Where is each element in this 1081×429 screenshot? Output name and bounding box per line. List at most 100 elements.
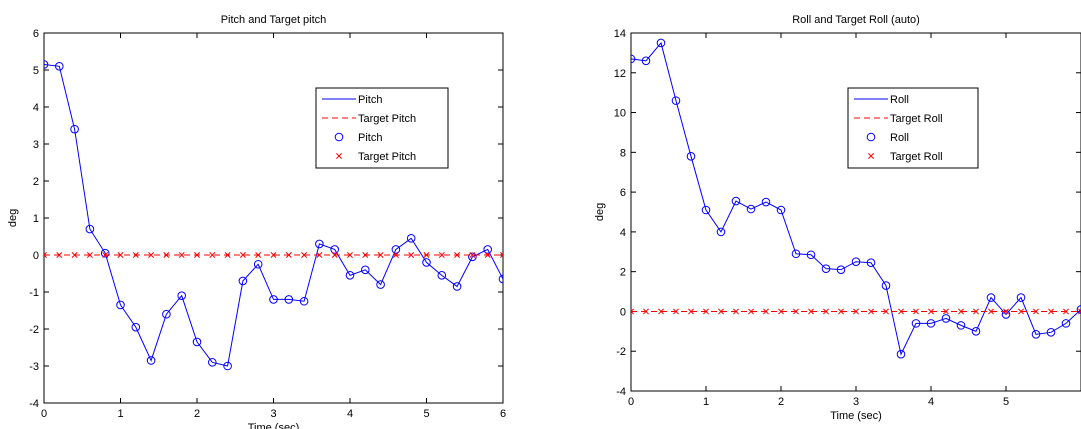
data-layer	[631, 38, 1081, 359]
y-axis-label: deg	[7, 209, 19, 227]
data-point	[423, 252, 430, 258]
x-tick-label: 4	[347, 408, 353, 420]
data-point	[776, 205, 786, 215]
data-point	[469, 252, 476, 258]
data-point	[761, 197, 771, 207]
data-point	[851, 257, 861, 267]
data-point	[299, 296, 309, 306]
data-point	[718, 308, 724, 315]
legend-label: Target Pitch	[358, 151, 416, 163]
data-point	[1048, 308, 1054, 315]
data-point	[454, 252, 461, 258]
data-point	[209, 252, 216, 258]
y-axis-label: deg	[594, 203, 606, 221]
data-point	[791, 249, 801, 259]
x-tick-label: 1	[703, 396, 709, 408]
data-point	[284, 295, 294, 304]
y-tick-label: 6	[620, 187, 626, 199]
x-tick-label: 3	[270, 408, 276, 420]
legend-marker-swatch	[334, 132, 344, 142]
data-point	[437, 271, 447, 280]
data-point	[836, 265, 846, 274]
data-point	[408, 252, 415, 258]
data-point	[483, 245, 493, 254]
y-tick-label: 5	[33, 65, 39, 77]
data-point	[102, 252, 109, 258]
data-point	[44, 60, 49, 69]
data-point	[1078, 308, 1081, 315]
data-point	[132, 252, 139, 258]
data-point	[1063, 308, 1069, 315]
x-tick-label: 2	[778, 396, 784, 408]
legend-label: Pitch	[358, 132, 382, 144]
x-tick-label: 3	[853, 396, 859, 408]
data-point	[468, 252, 477, 262]
data-point	[146, 356, 156, 365]
y-tick-label: 8	[620, 147, 626, 159]
data-point	[70, 124, 79, 134]
y-tick-label: 10	[614, 108, 626, 120]
data-point	[686, 152, 696, 161]
data-point	[162, 309, 171, 319]
data-point	[898, 308, 904, 315]
data-point	[255, 252, 262, 258]
data-point	[1018, 308, 1024, 315]
data-point	[238, 276, 248, 286]
data-point	[703, 308, 709, 315]
chart-2: Roll and Target Roll (auto)0 1 2 3 4 5-4-2024…	[594, 14, 1081, 422]
data-point	[643, 308, 649, 315]
data-point	[269, 295, 278, 304]
data-point	[913, 308, 919, 315]
data-point	[148, 252, 155, 258]
data-point	[376, 280, 385, 289]
data-point	[253, 259, 263, 269]
data-point	[131, 322, 141, 332]
y-tick-label: -4	[616, 386, 626, 398]
x-tick-label: 6	[500, 408, 506, 420]
data-point	[956, 321, 966, 330]
data-point	[330, 245, 340, 254]
data-point	[866, 258, 876, 268]
data-point	[377, 252, 384, 258]
data-point	[883, 308, 889, 315]
y-tick-label: 3	[33, 139, 39, 151]
data-point	[270, 252, 277, 258]
data-point	[285, 252, 292, 258]
data-point	[733, 308, 739, 315]
x-tick-label: 4	[928, 396, 934, 408]
data-point	[345, 271, 355, 280]
data-point	[973, 308, 979, 315]
plot-area	[630, 32, 1081, 392]
data-point	[361, 265, 370, 275]
data-point	[701, 205, 711, 215]
data-point	[44, 252, 47, 258]
data-point	[208, 358, 217, 367]
data-point	[746, 204, 756, 214]
x-tick-label: 2	[194, 408, 200, 420]
data-point	[224, 252, 231, 258]
data-point	[658, 308, 664, 315]
data-point	[422, 258, 431, 267]
y-tick-label: -1	[29, 287, 39, 299]
data-point	[116, 300, 125, 310]
data-point	[406, 234, 416, 243]
data-point	[838, 308, 844, 315]
data-point	[731, 196, 741, 206]
y-tick-label: -4	[29, 398, 39, 410]
y-tick-label: 2	[33, 176, 39, 188]
data-point	[484, 252, 491, 258]
x-tick-label: 5	[423, 408, 429, 420]
chart-title: Pitch and Target pitch	[221, 14, 327, 26]
data-point	[868, 308, 874, 315]
data-point	[1003, 308, 1009, 315]
y-tick-label: -3	[29, 361, 39, 373]
data-point	[853, 308, 859, 315]
x-axis-label: Time (sec)	[248, 422, 300, 429]
y-tick-label: 12	[614, 68, 626, 80]
data-layer	[44, 60, 503, 371]
data-point	[1061, 319, 1071, 328]
y-tick-label: 0	[620, 306, 626, 318]
data-point	[671, 96, 681, 105]
data-point	[223, 361, 232, 371]
data-point	[177, 291, 186, 301]
